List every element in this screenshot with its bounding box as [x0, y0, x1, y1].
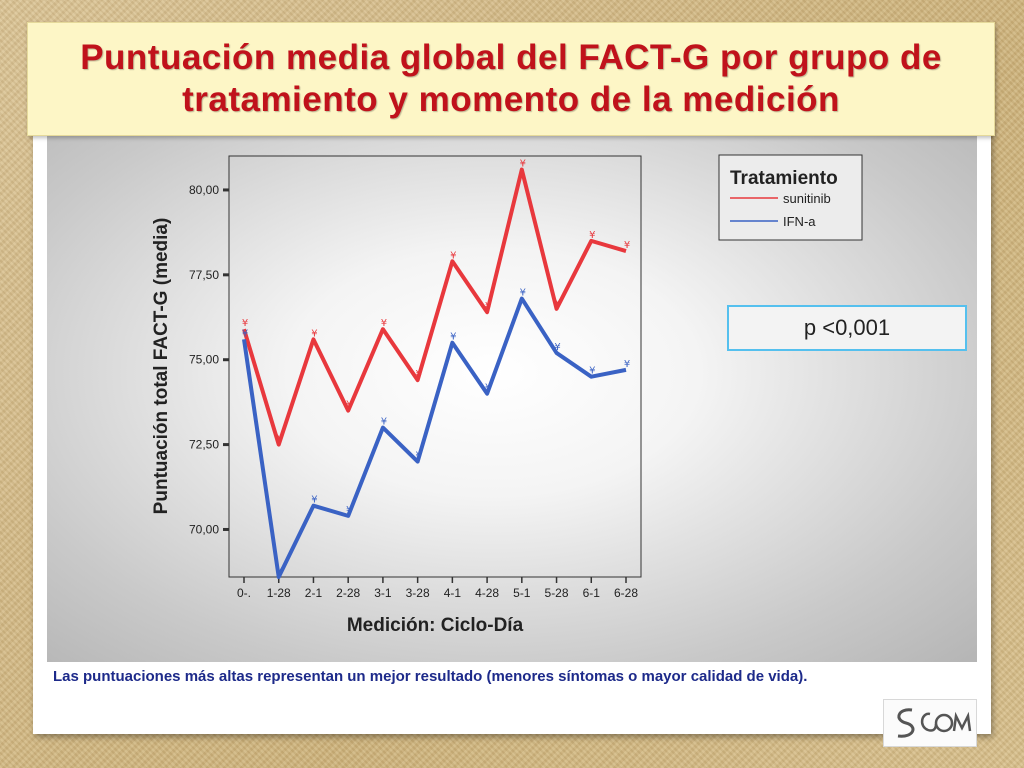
- x-tick-label: 2-1: [305, 586, 323, 600]
- chart-panel: 70,00 72,50 75,00 77,50 80,00 0-. 1-28 2-1 2-28…: [47, 136, 977, 662]
- line-chart: 70,00 72,50 75,00 77,50 80,00 0-. 1-28 2-1 2-28…: [151, 154, 863, 636]
- data-point-marker: ¥: [485, 383, 491, 394]
- x-tick-label: 2-28: [336, 586, 360, 600]
- x-axis-label: Medición: Ciclo-Día: [347, 615, 524, 636]
- data-point-marker: ¥: [415, 451, 421, 462]
- x-tick-label: 5-28: [545, 586, 569, 600]
- data-point-marker: ¥: [381, 318, 387, 329]
- x-tick-label: 4-1: [444, 586, 462, 600]
- p-value-box: p <0,001: [727, 305, 967, 351]
- plot-area: [228, 155, 642, 578]
- data-point-marker: ¥: [242, 318, 248, 329]
- data-point-marker: ¥: [346, 400, 352, 411]
- legend: Tratamiento sunitinib IFN-a: [718, 154, 863, 241]
- legend-label-ifn: IFN-a: [783, 214, 816, 229]
- y-tick-label: 77,50: [189, 268, 219, 282]
- x-tick-label: 5-1: [513, 586, 531, 600]
- data-point-marker: ¥: [277, 434, 283, 445]
- seom-logo: [883, 699, 977, 747]
- y-axis-label: Puntuación total FACT-G (media): [151, 218, 172, 515]
- data-point-marker: ¥: [450, 250, 456, 261]
- data-point-marker: ¥: [520, 159, 526, 170]
- legend-title: Tratamiento: [730, 168, 838, 189]
- series-line-sunitinib: [242, 167, 627, 447]
- seom-logo-mark: [897, 708, 972, 738]
- data-point-marker: ¥: [624, 240, 630, 251]
- legend-label-sunitinib: sunitinib: [783, 191, 831, 206]
- data-point-marker: ¥: [242, 328, 248, 339]
- title-banner: Puntuación media global del FACT-G por g…: [27, 22, 995, 136]
- page-title: Puntuación media global del FACT-G por g…: [80, 38, 942, 119]
- x-tick-label: 6-28: [614, 586, 638, 600]
- data-point-marker: ¥: [311, 328, 317, 339]
- data-point-marker: ¥: [589, 230, 595, 241]
- series-line-ifn: [242, 296, 627, 579]
- data-point-marker: ¥: [381, 417, 387, 428]
- y-tick-label: 70,00: [189, 522, 219, 536]
- x-tick-label: 4-28: [475, 586, 499, 600]
- series-lines: ¥¥¥¥¥¥¥¥¥¥¥¥¥¥¥¥¥¥¥¥¥¥¥¥: [242, 159, 630, 579]
- p-value-text: p <0,001: [803, 315, 891, 340]
- x-tick-label: 0-.: [237, 586, 251, 600]
- y-axis: 70,00 72,50 75,00 77,50 80,00: [189, 183, 229, 536]
- data-point-marker: ¥: [520, 288, 526, 299]
- x-tick-label: 3-1: [374, 586, 392, 600]
- data-point-marker: ¥: [624, 359, 630, 370]
- data-point-marker: ¥: [311, 495, 317, 506]
- y-tick-label: 75,00: [189, 353, 219, 367]
- data-point-marker: ¥: [277, 566, 283, 577]
- data-point-marker: ¥: [554, 342, 560, 353]
- x-tick-label: 1-28: [267, 586, 291, 600]
- data-point-marker: ¥: [589, 366, 595, 377]
- y-tick-label: 80,00: [189, 183, 219, 197]
- data-point-marker: ¥: [450, 332, 456, 343]
- footnote: Las puntuaciones más altas representan u…: [53, 668, 808, 685]
- data-point-marker: ¥: [554, 298, 560, 309]
- data-point-marker: ¥: [415, 369, 421, 380]
- x-axis: 0-. 1-28 2-1 2-28 3-1 3-28 4-1 4-28 5-1 5-28 6-1 6-…: [237, 577, 638, 600]
- data-point-marker: ¥: [346, 505, 352, 516]
- data-point-marker: ¥: [485, 301, 491, 312]
- x-tick-label: 3-28: [406, 586, 430, 600]
- x-tick-label: 6-1: [583, 586, 601, 600]
- y-tick-label: 72,50: [189, 438, 219, 452]
